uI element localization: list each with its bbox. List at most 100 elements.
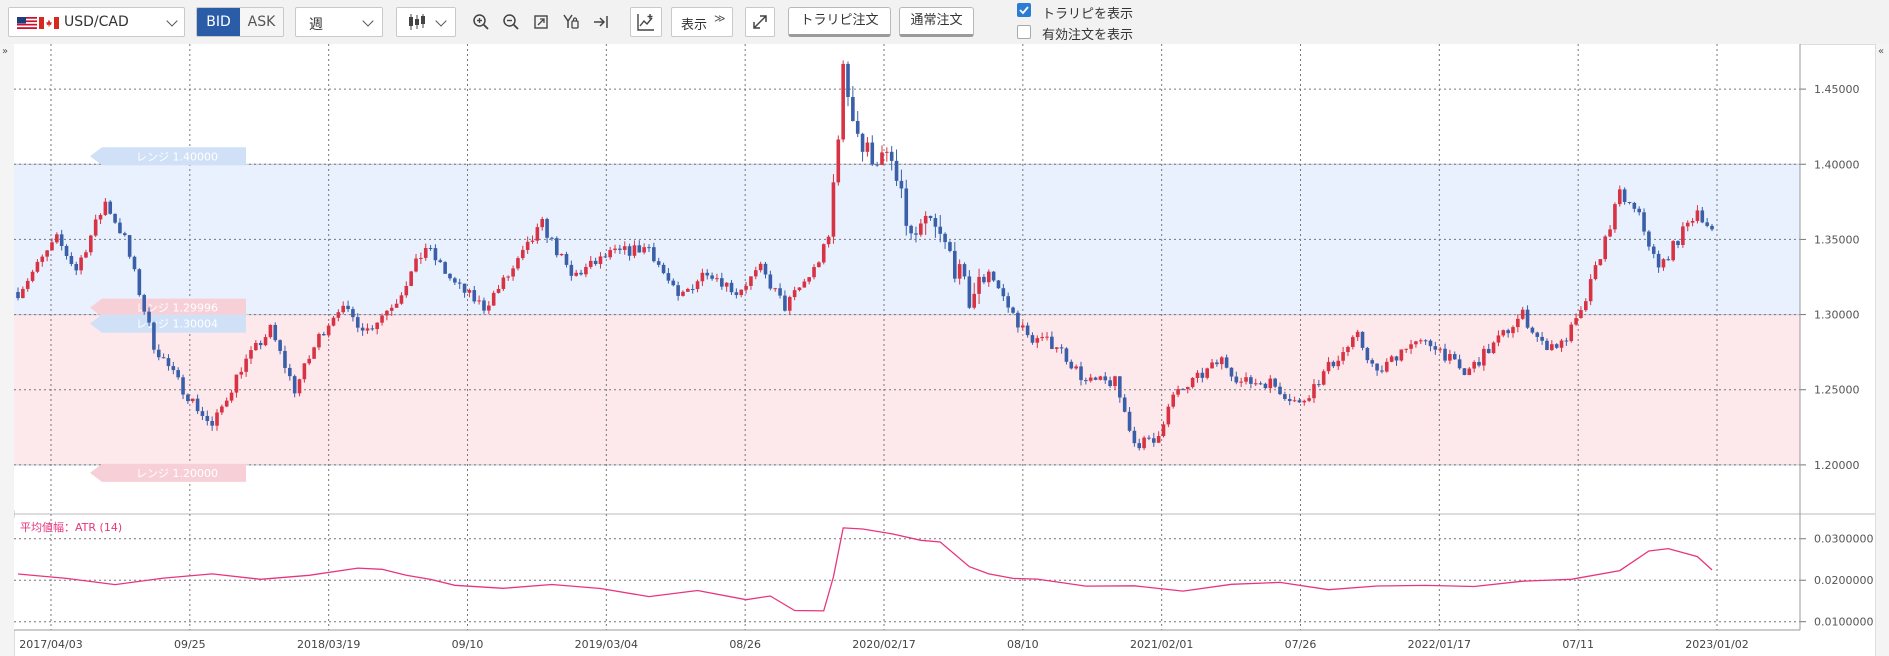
candle-body <box>967 276 972 308</box>
trailing-order-button[interactable]: トラリピ注文 <box>788 7 891 37</box>
candle <box>1676 240 1680 249</box>
candle <box>1229 367 1234 382</box>
candle <box>603 252 608 259</box>
candle-body <box>991 271 996 281</box>
candle <box>559 253 564 257</box>
candle-body <box>273 324 278 341</box>
indicator-button[interactable] <box>630 7 662 37</box>
y-scale-button[interactable] <box>557 7 585 37</box>
candle-body <box>1496 335 1501 343</box>
fit-button[interactable] <box>527 7 555 37</box>
candle-body <box>603 256 608 258</box>
candle <box>1423 339 1428 346</box>
candle-body <box>1035 338 1040 343</box>
candle <box>419 252 423 264</box>
candle-body <box>108 201 113 214</box>
candle-body <box>889 151 894 161</box>
candle-body <box>797 287 802 291</box>
candle <box>792 286 797 301</box>
candle-body <box>1472 361 1476 369</box>
candle-body <box>1477 361 1481 366</box>
candle <box>554 236 559 258</box>
candle <box>986 269 991 287</box>
show-active-orders-checkbox[interactable] <box>1017 25 1031 39</box>
candle <box>438 258 443 263</box>
candle-body <box>666 273 671 281</box>
candle <box>690 284 695 294</box>
price-chart[interactable]: 1.20000 1.25000 1.30000 1.35000 1.40000 1.450… <box>0 44 1889 656</box>
candle-body <box>734 292 739 296</box>
candle-body <box>1030 335 1035 343</box>
candle <box>933 213 938 238</box>
candle <box>1351 335 1355 350</box>
candle-body <box>118 222 122 234</box>
candle-body <box>1307 398 1311 401</box>
candle-body <box>467 290 472 293</box>
show-trailing-checkbox[interactable] <box>1017 3 1031 17</box>
candle <box>224 397 229 408</box>
display-menu[interactable]: 表示 ≫ <box>671 7 733 37</box>
candle-body <box>1603 236 1608 260</box>
candle <box>870 135 875 167</box>
jump-latest-icon <box>594 16 608 28</box>
candle-body <box>229 392 234 401</box>
candle <box>1433 341 1438 355</box>
candle <box>744 281 748 294</box>
normal-order-button[interactable]: 通常注文 <box>899 7 974 37</box>
candle <box>132 255 137 272</box>
bid-button[interactable]: BID <box>197 8 240 36</box>
candle-body <box>982 276 986 283</box>
zoom-in-button[interactable] <box>467 7 495 37</box>
candle-body <box>715 278 719 280</box>
candle-body <box>1632 202 1637 209</box>
candle <box>579 269 583 276</box>
candle <box>1622 187 1627 205</box>
period-select[interactable]: 週 <box>295 7 383 37</box>
currency-pair-label: USD/CAD <box>64 14 129 30</box>
candle <box>176 367 180 380</box>
candle <box>1287 393 1292 406</box>
candle <box>1190 376 1195 389</box>
candle <box>1263 382 1268 389</box>
range-buy-band <box>14 314 1800 465</box>
jump-latest-button[interactable] <box>587 7 615 37</box>
candle <box>1016 310 1020 333</box>
candle-body <box>1025 325 1030 336</box>
candle-body <box>156 349 161 358</box>
candle-body <box>656 261 661 265</box>
atr-tick-label: 0.0100000 <box>1814 616 1874 629</box>
atr-title: 平均値幅：ATR (14) <box>20 521 122 534</box>
candle-body <box>1438 348 1442 350</box>
candle-body <box>593 260 598 265</box>
zoom-out-button[interactable] <box>497 7 525 37</box>
candle <box>613 244 617 254</box>
candle-body <box>584 266 588 275</box>
candle-body <box>637 245 642 253</box>
candle-body <box>1501 330 1506 336</box>
candle <box>307 355 312 366</box>
candle-body <box>1482 348 1486 366</box>
candle-body <box>1622 189 1627 202</box>
candle-body <box>307 358 312 364</box>
candle-body <box>1122 397 1127 412</box>
collapse-right-button[interactable]: « <box>1875 44 1889 656</box>
candle-body <box>1181 389 1185 391</box>
candle <box>1011 306 1015 315</box>
time-tick-label: 2017/04/03 <box>19 638 82 651</box>
candle <box>137 268 142 297</box>
candle-body <box>855 120 860 134</box>
candle <box>477 295 481 305</box>
candle <box>647 244 651 252</box>
candle <box>535 223 540 244</box>
candle <box>1171 391 1176 409</box>
candle-body <box>297 379 302 394</box>
candle <box>817 261 821 268</box>
chart-type-select[interactable] <box>396 7 456 37</box>
expand-button[interactable] <box>745 7 775 37</box>
candle <box>797 287 802 292</box>
candle-body <box>321 334 326 336</box>
candle-body <box>1006 296 1010 308</box>
ask-button[interactable]: ASK <box>240 8 283 36</box>
currency-pair-select[interactable]: USD/CAD <box>8 7 185 37</box>
candle <box>1550 340 1554 351</box>
